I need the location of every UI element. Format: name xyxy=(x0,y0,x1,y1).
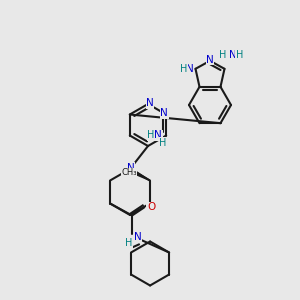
Text: O: O xyxy=(147,202,155,212)
Text: N: N xyxy=(154,130,162,140)
Text: H: H xyxy=(180,64,187,74)
Text: N: N xyxy=(206,55,214,65)
Text: CH₃: CH₃ xyxy=(121,168,137,177)
Text: N: N xyxy=(134,232,142,242)
Polygon shape xyxy=(134,171,150,181)
Text: N: N xyxy=(229,50,236,60)
Text: H: H xyxy=(148,130,155,140)
Text: H: H xyxy=(125,238,133,248)
Text: N: N xyxy=(127,163,135,173)
Text: H: H xyxy=(160,137,167,148)
Text: H: H xyxy=(219,50,226,60)
Text: N: N xyxy=(186,64,194,74)
Text: N: N xyxy=(146,98,154,108)
Text: H: H xyxy=(236,50,243,60)
Text: N: N xyxy=(160,109,168,118)
